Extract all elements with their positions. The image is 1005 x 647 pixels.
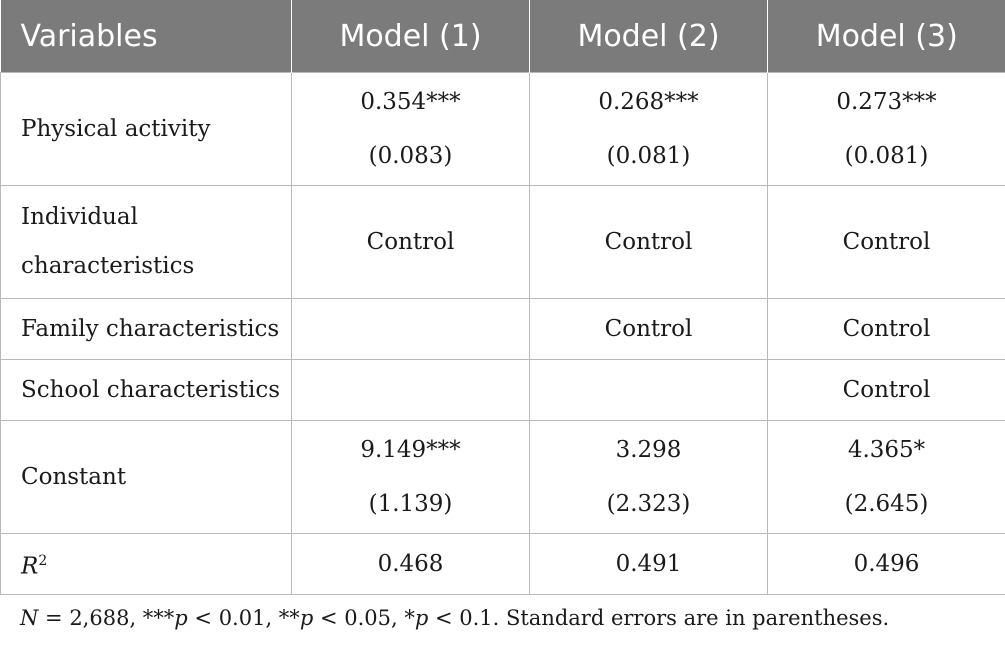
footnote-text-3: < 0.05, * bbox=[313, 606, 415, 630]
standard-error: (2.645) bbox=[844, 491, 929, 517]
row-label-family-characteristics: Family characteristics bbox=[0, 298, 292, 360]
cell-model-2: Control bbox=[529, 298, 768, 360]
row-label-individual-characteristics: Individual characteristics bbox=[0, 185, 292, 299]
cell-model-2: 3.298 (2.323) bbox=[529, 420, 768, 534]
footnote-text-1: = 2,688, *** bbox=[38, 606, 175, 630]
footnote-text-2: < 0.01, ** bbox=[187, 606, 300, 630]
header-model-1: Model (1) bbox=[291, 0, 530, 73]
row-label-r-squared: R2 bbox=[0, 533, 292, 595]
table-body: Physical activity 0.354*** (0.083) 0.268… bbox=[0, 72, 1005, 595]
coefficient: 0.273*** bbox=[836, 89, 937, 115]
standard-error: (0.083) bbox=[368, 143, 453, 169]
header-row: Variables Model (1) Model (2) Model (3) bbox=[0, 0, 1005, 73]
header-variables: Variables bbox=[0, 0, 292, 73]
table-row: Individual characteristics Control Contr… bbox=[0, 185, 1005, 299]
cell-model-2: 0.268*** (0.081) bbox=[529, 72, 768, 186]
cell-model-1: 0.354*** (0.083) bbox=[291, 72, 530, 186]
cell-model-3: 0.496 bbox=[767, 533, 1005, 595]
cell-model-3: 4.365* (2.645) bbox=[767, 420, 1005, 534]
table-footnote: N = 2,688, ***p < 0.01, **p < 0.05, *p <… bbox=[20, 606, 889, 630]
cell-model-2: Control bbox=[529, 185, 768, 299]
cell-model-1: 0.468 bbox=[291, 533, 530, 595]
table-header: Variables Model (1) Model (2) Model (3) bbox=[0, 0, 1005, 73]
regression-table-container: Variables Model (1) Model (2) Model (3) … bbox=[0, 0, 1005, 595]
label-line-2: characteristics bbox=[21, 253, 195, 279]
table-row: Constant 9.149*** (1.139) 3.298 (2.323) … bbox=[0, 420, 1005, 534]
table-row: Physical activity 0.354*** (0.083) 0.268… bbox=[0, 72, 1005, 186]
footnote-text-4: < 0.1. Standard errors are in parenthese… bbox=[428, 606, 890, 630]
p-symbol-2: p bbox=[299, 606, 314, 630]
r-superscript: 2 bbox=[38, 552, 48, 569]
row-label-school-characteristics: School characteristics bbox=[0, 359, 292, 421]
header-model-3: Model (3) bbox=[767, 0, 1005, 73]
table-row: School characteristics Control bbox=[0, 359, 1005, 421]
cell-model-1: Control bbox=[291, 185, 530, 299]
regression-table: Variables Model (1) Model (2) Model (3) … bbox=[0, 0, 1005, 595]
p-symbol-3: p bbox=[414, 606, 429, 630]
standard-error: (0.081) bbox=[606, 143, 691, 169]
header-model-2: Model (2) bbox=[529, 0, 768, 73]
n-symbol: N bbox=[20, 606, 39, 630]
cell-model-3: Control bbox=[767, 185, 1005, 299]
cell-model-3: Control bbox=[767, 298, 1005, 360]
standard-error: (1.139) bbox=[368, 491, 453, 517]
coefficient: 0.268*** bbox=[598, 89, 699, 115]
cell-model-1 bbox=[291, 359, 530, 421]
row-label-physical-activity: Physical activity bbox=[0, 72, 292, 186]
coefficient: 3.298 bbox=[615, 437, 682, 463]
table-row: Family characteristics Control Control bbox=[0, 298, 1005, 360]
cell-model-2: 0.491 bbox=[529, 533, 768, 595]
cell-model-1: 9.149*** (1.139) bbox=[291, 420, 530, 534]
cell-model-3: 0.273*** (0.081) bbox=[767, 72, 1005, 186]
p-symbol-1: p bbox=[174, 606, 188, 630]
coefficient: 9.149*** bbox=[360, 437, 461, 463]
r-symbol: R bbox=[21, 553, 39, 580]
label-line-1: Individual bbox=[21, 204, 138, 230]
cell-model-3: Control bbox=[767, 359, 1005, 421]
cell-model-1 bbox=[291, 298, 530, 360]
coefficient: 0.354*** bbox=[360, 89, 461, 115]
row-label-constant: Constant bbox=[0, 420, 292, 534]
coefficient: 4.365* bbox=[847, 437, 926, 463]
standard-error: (2.323) bbox=[606, 491, 691, 517]
cell-model-2 bbox=[529, 359, 768, 421]
standard-error: (0.081) bbox=[844, 143, 929, 169]
table-row: R2 0.468 0.491 0.496 bbox=[0, 533, 1005, 595]
